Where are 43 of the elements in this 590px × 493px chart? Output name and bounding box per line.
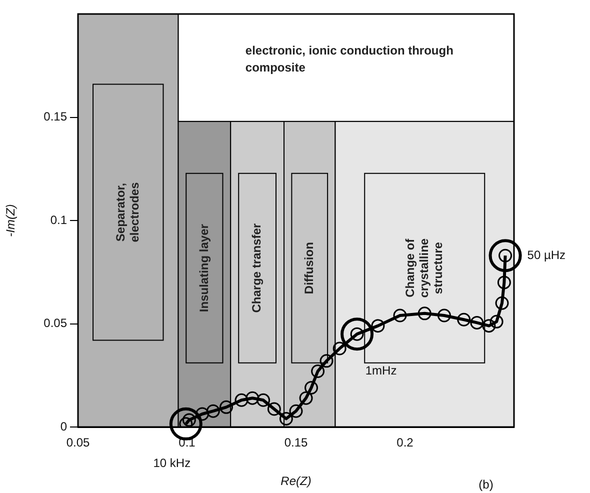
- y-tick-label: 0: [60, 419, 68, 434]
- y-tick-label: 0.1: [50, 212, 68, 227]
- annotation: 10 kHz: [153, 456, 191, 470]
- x-tick-label: 0.15: [284, 436, 308, 450]
- x-axis-title: Re(Z): [280, 474, 312, 488]
- point: [234, 393, 248, 407]
- point: [332, 342, 346, 356]
- y-tick-label: 0.15: [44, 110, 68, 124]
- point: [289, 404, 303, 418]
- band-label: Change of crystalline structure: [402, 238, 445, 298]
- band-label: electronic, ionic conduction through composite: [245, 44, 454, 75]
- point: [437, 308, 451, 322]
- point: [495, 296, 509, 310]
- band-label: Diffusion: [302, 242, 316, 294]
- y-tick-label: 0.05: [44, 316, 68, 330]
- point: [246, 391, 260, 405]
- band-label: Charge transfer: [250, 223, 264, 313]
- point: [267, 402, 281, 416]
- point: [418, 306, 432, 320]
- point: [279, 412, 293, 426]
- point: [470, 316, 484, 330]
- point: [393, 308, 407, 322]
- point: [371, 319, 385, 333]
- point: [311, 364, 325, 378]
- point: [304, 381, 318, 395]
- point: [256, 393, 270, 407]
- x-tick-label: 0.2: [396, 436, 414, 450]
- annotation: 50 µHz: [527, 248, 566, 262]
- point: [490, 314, 504, 328]
- point: [457, 312, 471, 326]
- band-label: Insulating layer: [196, 224, 211, 312]
- point: [206, 404, 220, 418]
- point: [299, 391, 313, 405]
- text: (b): [478, 477, 494, 492]
- annotation: 1mHz: [365, 363, 397, 378]
- point: [497, 276, 511, 290]
- band-label: Separator, electrodes: [113, 182, 142, 242]
- point: [320, 354, 334, 368]
- x-tick-label: 0.05: [66, 436, 90, 450]
- y-axis-title: -Im(Z): [4, 204, 18, 237]
- point: [196, 407, 210, 421]
- point: [482, 319, 496, 333]
- point: [219, 400, 233, 414]
